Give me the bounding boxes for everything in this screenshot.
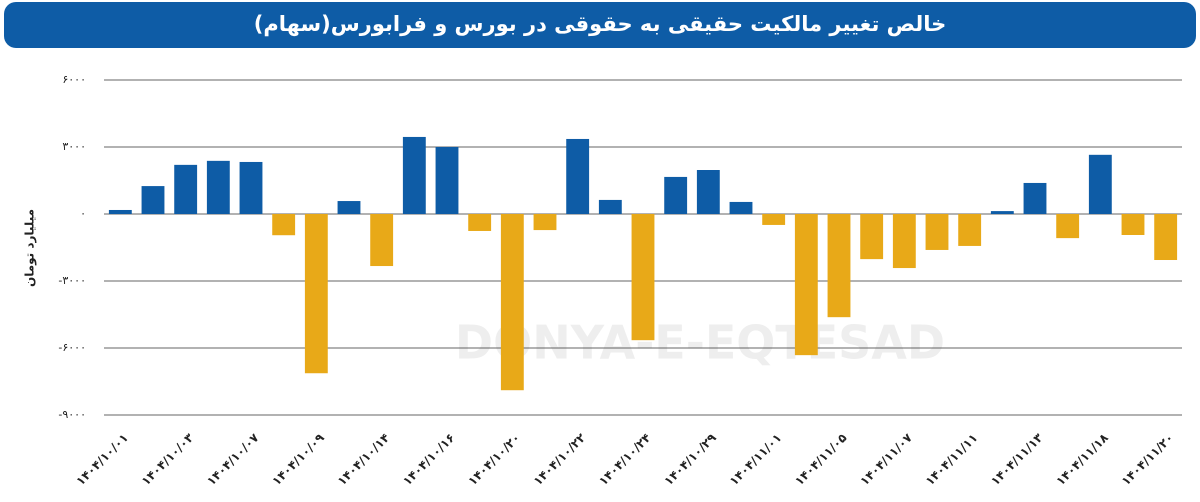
x-tick-label: ۱۴۰۴/۱۰/۱۴ xyxy=(335,431,393,489)
bar xyxy=(206,160,230,214)
bar xyxy=(304,214,328,374)
bar xyxy=(108,209,132,214)
bar xyxy=(1088,154,1112,214)
x-tick-label: ۱۴۰۴/۱۱/۱۱ xyxy=(923,431,981,489)
bar xyxy=(468,214,492,231)
y-tick-label: -۳۰۰۰ xyxy=(58,274,86,287)
x-tick-label: ۱۴۰۴/۱۱/۰۱ xyxy=(727,431,785,489)
x-tick-label: ۱۴۰۴/۱۱/۰۷ xyxy=(857,430,915,488)
bar xyxy=(860,214,884,260)
bar xyxy=(729,201,753,214)
x-tick-label: ۱۴۰۴/۱۰/۲۲ xyxy=(531,430,589,488)
bar xyxy=(1023,182,1047,214)
bar xyxy=(925,214,949,250)
bar xyxy=(239,161,263,214)
x-tick-label: ۱۴۰۴/۱۰/۰۱ xyxy=(73,431,131,489)
y-tick-label: ۰ xyxy=(80,207,86,220)
bar xyxy=(1056,214,1080,239)
bar xyxy=(272,214,296,236)
bar xyxy=(1121,214,1145,235)
bar xyxy=(337,201,361,214)
bar xyxy=(370,214,394,267)
bar xyxy=(827,214,851,318)
title-bar xyxy=(4,2,1196,48)
y-tick-label: ۳۰۰۰ xyxy=(62,140,86,153)
x-tick-label: ۱۴۰۴/۱۰/۱۶ xyxy=(400,431,458,489)
bar xyxy=(500,214,524,391)
bar xyxy=(598,199,622,214)
x-tick-label: ۱۴۰۴/۱۰/۰۳ xyxy=(139,430,197,488)
bar xyxy=(1154,214,1178,261)
x-tick-label: ۱۴۰۴/۱۰/۲۹ xyxy=(661,430,719,488)
y-tick-label: ۶۰۰۰ xyxy=(62,73,86,86)
bar xyxy=(141,186,165,214)
y-tick-label: -۶۰۰۰ xyxy=(58,341,86,354)
bar xyxy=(533,214,557,231)
x-tick-label: ۱۴۰۴/۱۰/۲۰ xyxy=(465,431,523,489)
bar xyxy=(631,214,655,341)
bar xyxy=(958,214,982,246)
bar xyxy=(664,176,688,214)
x-tick-label: ۱۴۰۴/۱۱/۱۸ xyxy=(1053,430,1111,488)
x-tick-label: ۱۴۰۴/۱۰/۰۹ xyxy=(269,430,327,488)
bar xyxy=(990,211,1014,214)
bar xyxy=(696,170,720,214)
bar xyxy=(892,214,916,269)
y-tick-label: -۹۰۰۰ xyxy=(58,408,86,421)
x-tick-label: ۱۴۰۴/۱۱/۱۳ xyxy=(988,430,1046,488)
bar xyxy=(174,164,198,214)
bar xyxy=(566,138,590,214)
y-axis-label: میلیارد تومان xyxy=(23,209,38,287)
watermark: DONYA-E-EQTESAD xyxy=(455,316,945,370)
chart-title: خالص تغییر مالکیت حقیقی به حقوقی در بورس… xyxy=(254,12,946,36)
bar xyxy=(435,147,459,214)
bar xyxy=(402,136,426,214)
bar xyxy=(762,214,786,225)
x-tick-label: ۱۴۰۴/۱۱/۲۰ xyxy=(1119,431,1177,489)
x-tick-label: ۱۴۰۴/۱۱/۰۵ xyxy=(792,431,850,489)
bar xyxy=(794,214,818,356)
x-tick-label: ۱۴۰۴/۱۰/۰۷ xyxy=(204,430,262,488)
x-tick-label: ۱۴۰۴/۱۰/۲۴ xyxy=(596,431,654,489)
